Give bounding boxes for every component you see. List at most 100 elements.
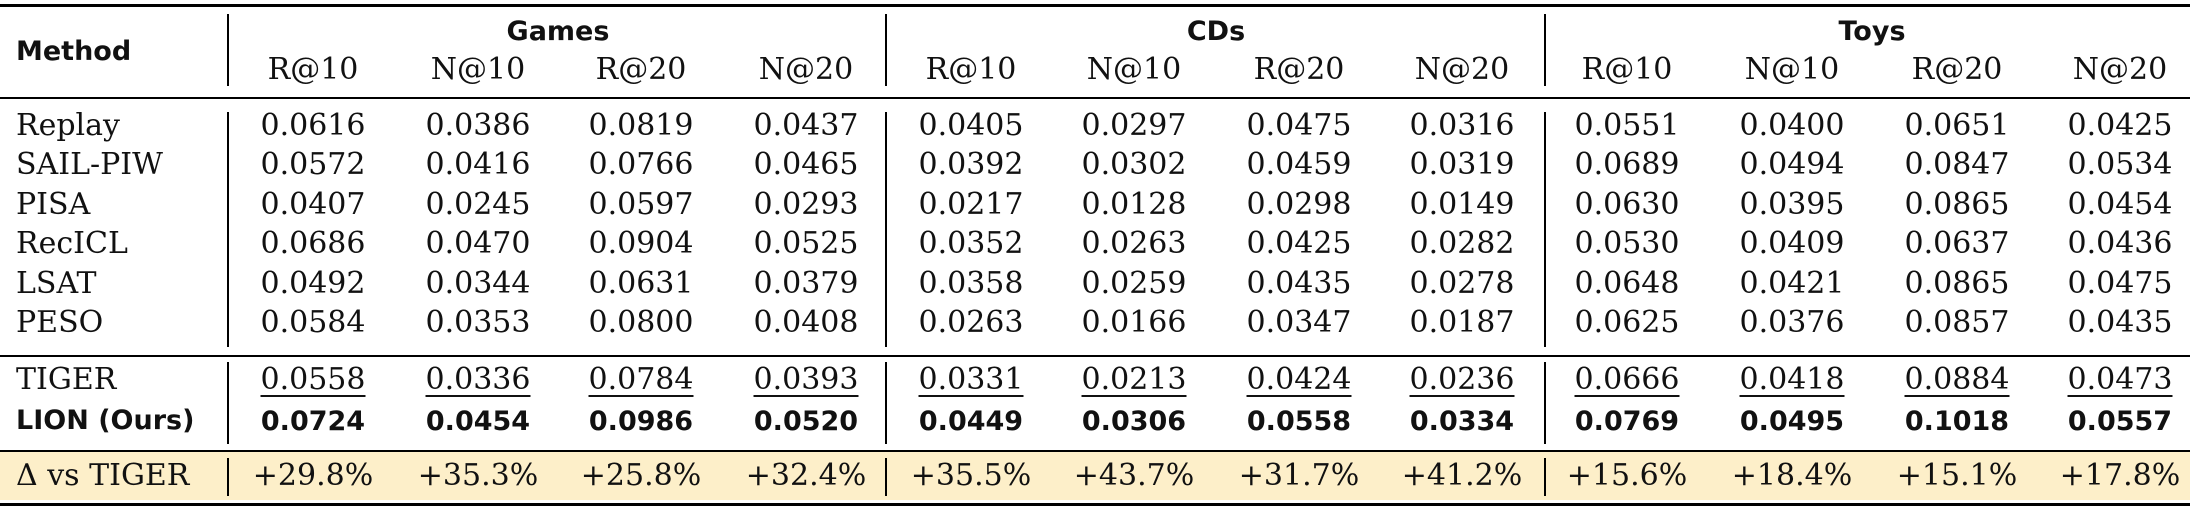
value-cell: 0.0353 bbox=[426, 305, 531, 340]
delta-cell: +35.5% bbox=[911, 458, 1031, 493]
delta-cell: +15.6% bbox=[1567, 458, 1687, 493]
value-cell: 0.0282 bbox=[1410, 226, 1515, 261]
metric-header: N@20 bbox=[1415, 52, 1509, 87]
value-cell: 0.0245 bbox=[426, 187, 531, 222]
value-cell: 0.0407 bbox=[261, 187, 366, 222]
value-cell: 0.0392 bbox=[919, 147, 1024, 182]
delta-cell: +41.2% bbox=[1402, 458, 1522, 493]
method-name: LSAT bbox=[16, 266, 97, 301]
metric-header: N@10 bbox=[1745, 52, 1839, 87]
mid-rule-1 bbox=[0, 355, 2190, 357]
metric-header: N@10 bbox=[431, 52, 525, 87]
method-name: TIGER bbox=[16, 362, 116, 397]
value-cell: 0.0689 bbox=[1575, 147, 1680, 182]
group-header-games: Games bbox=[507, 16, 610, 47]
value-cell: 0.0584 bbox=[261, 305, 366, 340]
method-name: PESO bbox=[16, 305, 103, 340]
value-cell: 0.0631 bbox=[589, 266, 694, 301]
value-cell: 0.0865 bbox=[1905, 187, 2010, 222]
col-divider-method bbox=[227, 362, 229, 444]
value-cell: 0.0400 bbox=[1740, 108, 1845, 143]
value-cell: 0.0847 bbox=[1905, 147, 2010, 182]
value-cell: 0.0217 bbox=[919, 187, 1024, 222]
delta-cell: +35.3% bbox=[418, 458, 538, 493]
value-cell: 0.0616 bbox=[261, 108, 366, 143]
value-cell: 0.0421 bbox=[1740, 266, 1845, 301]
value-cell: 0.0551 bbox=[1575, 108, 1680, 143]
value-cell: 0.0857 bbox=[1905, 305, 2010, 340]
value-cell: 0.0435 bbox=[1247, 266, 1352, 301]
value-cell: 0.0344 bbox=[426, 266, 531, 301]
value-cell: 0.0331 bbox=[919, 362, 1024, 397]
value-cell: 0.0904 bbox=[589, 226, 694, 261]
value-cell: 0.0800 bbox=[589, 305, 694, 340]
group-header-cds: CDs bbox=[1187, 16, 1245, 47]
value-cell: 0.0424 bbox=[1247, 362, 1352, 397]
col-divider-method bbox=[227, 458, 229, 496]
value-cell: 0.0558 bbox=[1247, 406, 1351, 437]
value-cell: 0.0648 bbox=[1575, 266, 1680, 301]
value-cell: 0.0475 bbox=[1247, 108, 1352, 143]
value-cell: 0.0449 bbox=[919, 406, 1023, 437]
value-cell: 0.0459 bbox=[1247, 147, 1352, 182]
col-divider-games-cds bbox=[885, 458, 887, 496]
value-cell: 0.0651 bbox=[1905, 108, 2010, 143]
metric-header: N@20 bbox=[2073, 52, 2167, 87]
metric-header: N@10 bbox=[1087, 52, 1181, 87]
value-cell: 0.0637 bbox=[1905, 226, 2010, 261]
metric-header: N@20 bbox=[759, 52, 853, 87]
value-cell: 0.0530 bbox=[1575, 226, 1680, 261]
value-cell: 0.0784 bbox=[589, 362, 694, 397]
value-cell: 0.0278 bbox=[1410, 266, 1515, 301]
delta-cell: +15.1% bbox=[1897, 458, 2017, 493]
metric-header: R@20 bbox=[596, 52, 687, 87]
col-divider-method bbox=[227, 14, 229, 86]
method-name: Δ vs TIGER bbox=[16, 458, 189, 493]
value-cell: 0.0666 bbox=[1575, 362, 1680, 397]
value-cell: 0.0470 bbox=[426, 226, 531, 261]
value-cell: 0.0492 bbox=[261, 266, 366, 301]
col-divider-cds-toys bbox=[1544, 14, 1546, 86]
col-divider-method bbox=[227, 112, 229, 347]
method-name: LION (Ours) bbox=[16, 405, 194, 436]
delta-cell: +17.8% bbox=[2060, 458, 2180, 493]
value-cell: 0.0558 bbox=[261, 362, 366, 397]
bottom-rule bbox=[0, 503, 2190, 506]
value-cell: 0.0465 bbox=[754, 147, 859, 182]
method-name: RecICL bbox=[16, 226, 128, 261]
metric-header: R@20 bbox=[1254, 52, 1345, 87]
metric-header: R@10 bbox=[926, 52, 1017, 87]
col-divider-cds-toys bbox=[1544, 362, 1546, 444]
method-name: PISA bbox=[16, 187, 90, 222]
col-divider-games-cds bbox=[885, 362, 887, 444]
delta-cell: +43.7% bbox=[1074, 458, 1194, 493]
mid-rule-2 bbox=[0, 450, 2190, 452]
value-cell: 0.0149 bbox=[1410, 187, 1515, 222]
value-cell: 0.0435 bbox=[2068, 305, 2173, 340]
metric-header: R@10 bbox=[268, 52, 359, 87]
value-cell: 0.0418 bbox=[1740, 362, 1845, 397]
value-cell: 0.0534 bbox=[2068, 147, 2173, 182]
delta-cell: +32.4% bbox=[746, 458, 866, 493]
value-cell: 0.0625 bbox=[1575, 305, 1680, 340]
value-cell: 0.0475 bbox=[2068, 266, 2173, 301]
group-header-toys: Toys bbox=[1838, 16, 1905, 47]
value-cell: 0.0494 bbox=[1740, 147, 1845, 182]
value-cell: 0.0408 bbox=[754, 305, 859, 340]
value-cell: 0.0187 bbox=[1410, 305, 1515, 340]
value-cell: 0.0405 bbox=[919, 108, 1024, 143]
delta-cell: +18.4% bbox=[1732, 458, 1852, 493]
value-cell: 0.0769 bbox=[1575, 406, 1679, 437]
value-cell: 0.0425 bbox=[2068, 108, 2173, 143]
value-cell: 0.0766 bbox=[589, 147, 694, 182]
value-cell: 0.0393 bbox=[754, 362, 859, 397]
value-cell: 0.0395 bbox=[1740, 187, 1845, 222]
value-cell: 0.0352 bbox=[919, 226, 1024, 261]
value-cell: 0.0358 bbox=[919, 266, 1024, 301]
value-cell: 0.0336 bbox=[426, 362, 531, 397]
value-cell: 0.0128 bbox=[1082, 187, 1187, 222]
value-cell: 0.0316 bbox=[1410, 108, 1515, 143]
value-cell: 0.0213 bbox=[1082, 362, 1187, 397]
value-cell: 0.0630 bbox=[1575, 187, 1680, 222]
